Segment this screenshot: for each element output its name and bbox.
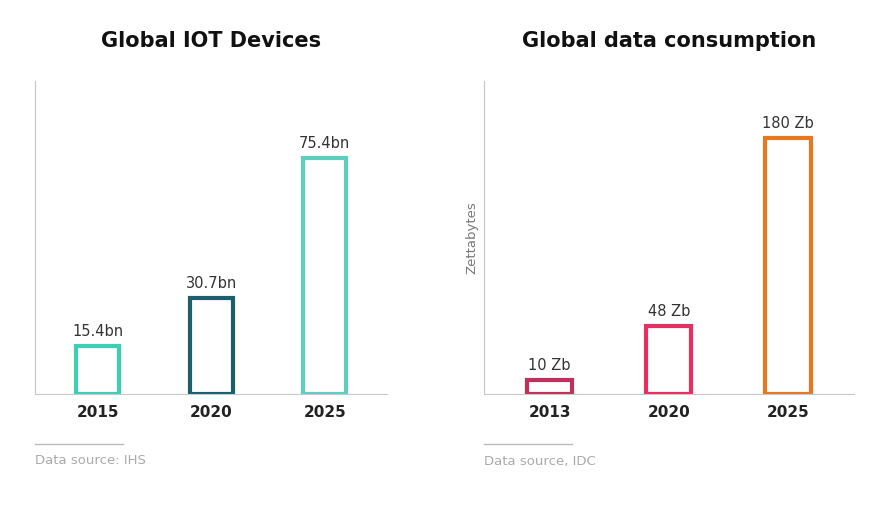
FancyBboxPatch shape: [189, 298, 233, 394]
Text: Data source: IHS: Data source: IHS: [35, 454, 146, 468]
Text: Global data consumption: Global data consumption: [522, 30, 816, 50]
Text: 180 Zb: 180 Zb: [762, 116, 814, 131]
Text: Global IOT Devices: Global IOT Devices: [101, 30, 321, 50]
FancyBboxPatch shape: [304, 158, 347, 394]
Y-axis label: Zettabytes: Zettabytes: [466, 201, 479, 274]
FancyBboxPatch shape: [766, 138, 810, 394]
FancyBboxPatch shape: [527, 380, 572, 394]
FancyBboxPatch shape: [76, 346, 119, 394]
Text: 15.4bn: 15.4bn: [72, 324, 123, 339]
Text: 30.7bn: 30.7bn: [186, 276, 237, 291]
Text: Data source, IDC: Data source, IDC: [484, 454, 596, 468]
Text: 10 Zb: 10 Zb: [528, 358, 571, 373]
Text: 75.4bn: 75.4bn: [299, 136, 350, 151]
FancyBboxPatch shape: [646, 326, 692, 394]
Text: 48 Zb: 48 Zb: [648, 304, 690, 319]
